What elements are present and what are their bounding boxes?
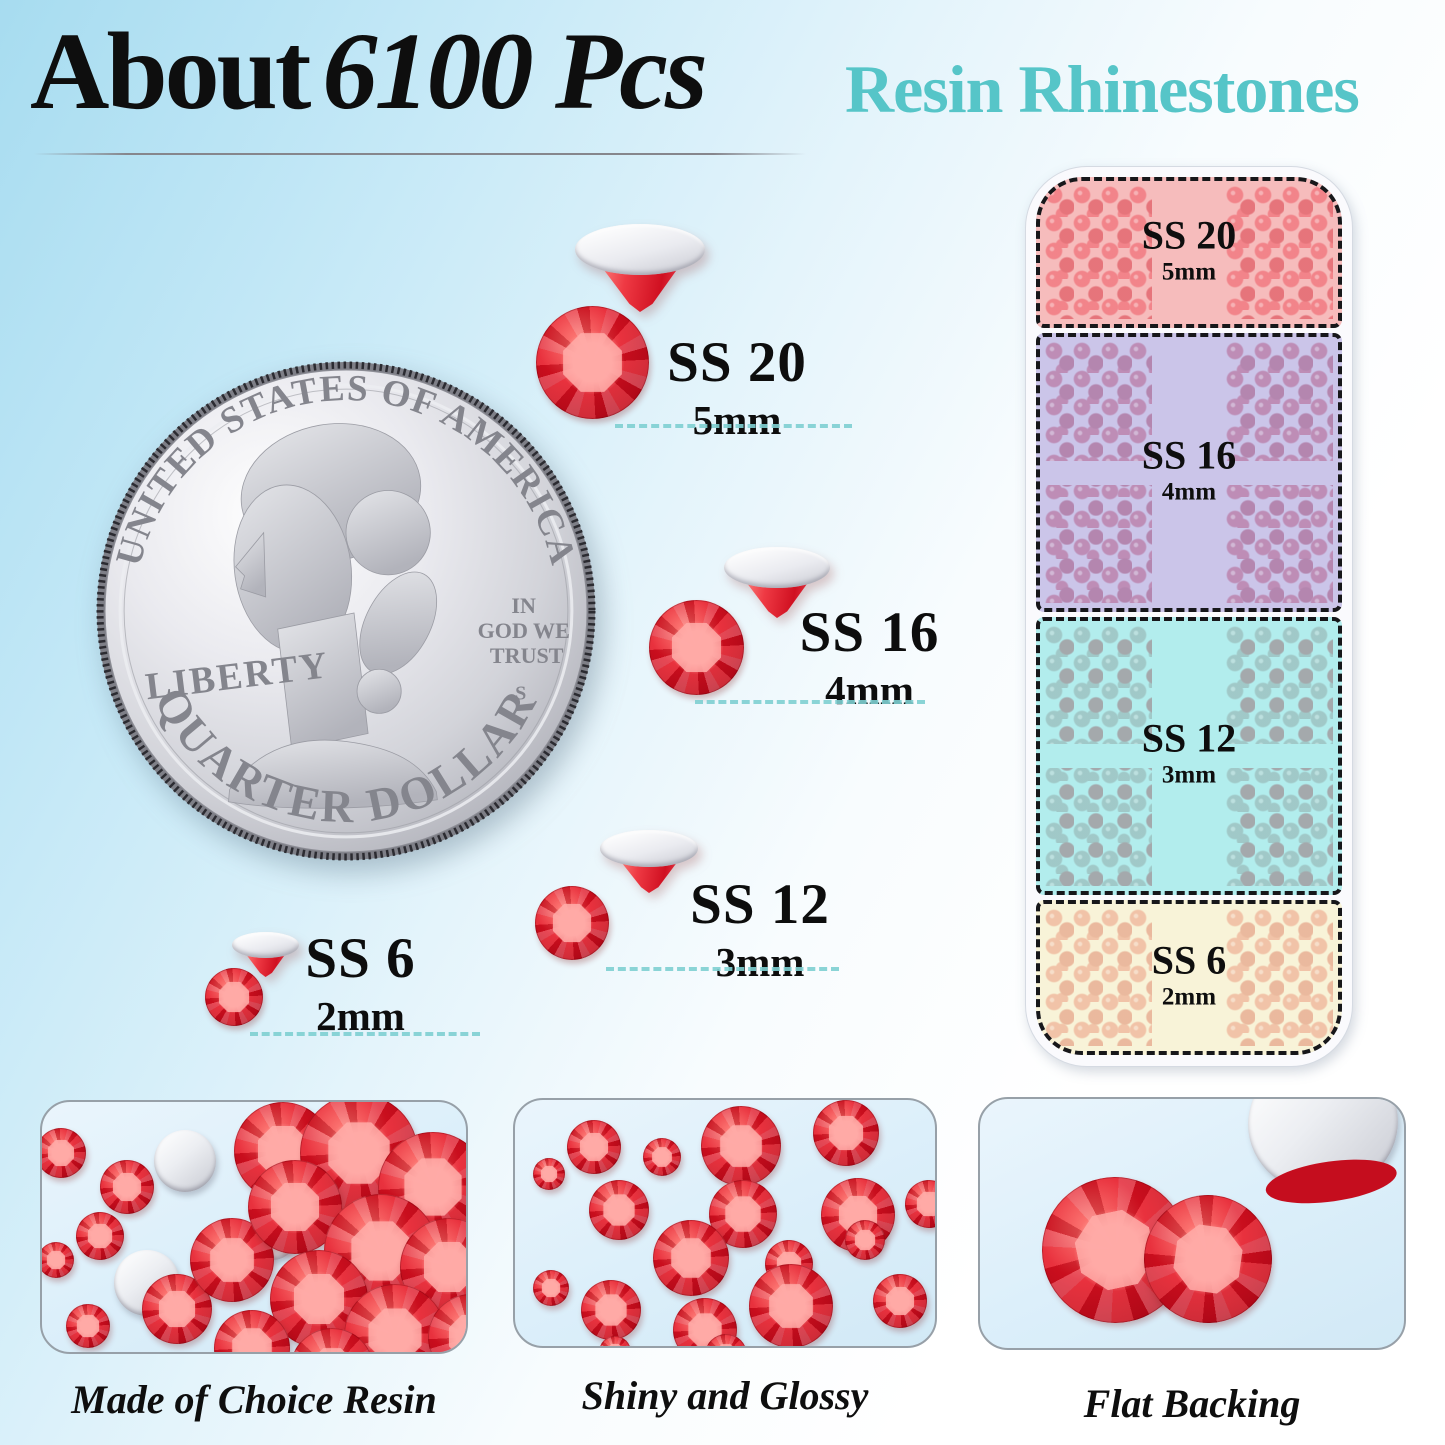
case-size-label: SS 20 5mm bbox=[1040, 215, 1338, 284]
size-label-ss6: SS 6 2mm bbox=[248, 930, 473, 1037]
case-section-ss12: SS 12 3mm bbox=[1036, 617, 1342, 895]
case-size-mm: 2mm bbox=[1161, 983, 1217, 1011]
size-label-ss12: SS 12 3mm bbox=[640, 876, 880, 983]
case-size-mm: 5mm bbox=[1161, 258, 1217, 286]
rhinestone-gem bbox=[813, 1100, 879, 1166]
coin-inner-ring-shadow bbox=[123, 388, 569, 834]
case-size-name: SS 6 bbox=[1151, 937, 1227, 983]
rhinestone-gem bbox=[66, 1304, 110, 1348]
case-size-mm: 4mm bbox=[1161, 478, 1217, 506]
rhinestone-gem bbox=[42, 1242, 74, 1278]
size-mm-label: 4mm bbox=[825, 667, 914, 713]
title-count: 6100 Pcs bbox=[322, 10, 707, 132]
rhinestone-gem bbox=[749, 1264, 833, 1346]
size-name-label: SS 20 bbox=[667, 331, 807, 394]
rhinestone-flat-top bbox=[575, 224, 705, 276]
case-size-name: SS 20 bbox=[1141, 212, 1237, 258]
coin-motto-line-2: GOD WE bbox=[478, 618, 570, 643]
rhinestone-gem bbox=[873, 1274, 927, 1328]
rhinestone-gem bbox=[42, 1128, 86, 1178]
dashed-underline bbox=[615, 424, 852, 428]
case-compartment-gap bbox=[1045, 460, 1333, 485]
rhinestone-top-view bbox=[536, 306, 649, 419]
feature-caption-glossy: Shiny and Glossy bbox=[581, 1373, 869, 1418]
rhinestone-gem bbox=[533, 1270, 569, 1306]
rhinestone-gem bbox=[705, 1334, 747, 1346]
feature-caption-flatback: Flat Backing bbox=[1083, 1381, 1301, 1426]
rhinestone-gem bbox=[905, 1180, 935, 1228]
rhinestone-gem bbox=[643, 1138, 681, 1176]
rhinestone-gem bbox=[581, 1280, 641, 1340]
coin-inner-ring bbox=[118, 383, 574, 839]
product-subtitle: Resin Rhinestones bbox=[845, 51, 1360, 127]
page-title: About 6100 Pcs bbox=[30, 13, 708, 130]
rhinestone-flat-top bbox=[600, 830, 698, 867]
rhinestone-gem bbox=[533, 1158, 565, 1190]
case-stones-right bbox=[1226, 186, 1333, 319]
dashed-underline bbox=[606, 967, 839, 971]
size-mm-label: 3mm bbox=[715, 939, 805, 985]
feature-photo-flatback bbox=[978, 1097, 1406, 1350]
case-section-ss16: SS 16 4mm bbox=[1036, 333, 1342, 612]
case-section-ss6: SS 6 2mm bbox=[1036, 900, 1342, 1055]
rhinestone-flat-top bbox=[232, 932, 299, 959]
case-size-name: SS 12 bbox=[1141, 715, 1237, 761]
rhinestone-gem bbox=[653, 1220, 729, 1296]
case-stones-right bbox=[1226, 909, 1333, 1046]
rhinestone-side-view bbox=[724, 547, 830, 618]
feature-photo-glossy bbox=[513, 1098, 937, 1348]
rhinestone-gem bbox=[567, 1120, 621, 1174]
rhinestone-top-view bbox=[649, 600, 744, 695]
rhinestone-flat-top bbox=[724, 547, 830, 589]
dashed-underline bbox=[695, 700, 925, 704]
size-mm-label: 5mm bbox=[692, 397, 782, 443]
coin-motto-line-1: IN bbox=[511, 593, 536, 618]
rhinestone-gem bbox=[701, 1106, 781, 1186]
dashed-underline bbox=[250, 1032, 480, 1036]
title-text: About bbox=[30, 10, 311, 132]
rhinestone-side-view bbox=[575, 224, 705, 312]
case-size-label: SS 16 4mm bbox=[1040, 432, 1338, 506]
case-section-ss20: SS 20 5mm bbox=[1036, 177, 1342, 328]
coin-reeding bbox=[96, 361, 596, 861]
washington-bust bbox=[228, 423, 438, 809]
rhinestone-flat-back bbox=[1238, 1099, 1404, 1203]
rhinestone-side-view bbox=[232, 932, 299, 977]
size-name-label: SS 16 bbox=[799, 601, 940, 664]
coin-motto-line-3: TRUST bbox=[490, 643, 564, 668]
feature-photo-resin bbox=[40, 1100, 468, 1354]
rhinestone-gem bbox=[100, 1160, 154, 1214]
feature-caption-resin: Made of Choice Resin bbox=[71, 1377, 437, 1422]
coin-mint-mark: S bbox=[515, 682, 526, 704]
quarter-coin-image: UNITED STATES OF AMERICA QUARTER DOLLAR … bbox=[96, 361, 596, 861]
rhinestone-top-view bbox=[535, 886, 609, 960]
rhinestone-gem bbox=[76, 1212, 124, 1260]
case-compartment-gap bbox=[1045, 744, 1333, 768]
size-name-label: SS 12 bbox=[690, 873, 830, 936]
case-stones-left bbox=[1045, 186, 1152, 319]
rhinestone-flat-back bbox=[154, 1130, 216, 1192]
size-name-label: SS 6 bbox=[305, 927, 416, 990]
size-mm-label: 2mm bbox=[316, 993, 405, 1039]
rhinestone-top-view bbox=[205, 968, 263, 1026]
rhinestone-side-view bbox=[600, 830, 698, 893]
case-size-label: SS 12 3mm bbox=[1040, 715, 1338, 789]
title-underline bbox=[34, 153, 806, 155]
size-label-ss16: SS 16 4mm bbox=[752, 604, 987, 711]
case-stones-left bbox=[1045, 909, 1152, 1046]
rhinestone-gem bbox=[845, 1220, 885, 1260]
rhinestone-gem bbox=[599, 1336, 631, 1346]
case-size-name: SS 16 bbox=[1141, 432, 1237, 478]
case-size-mm: 3mm bbox=[1161, 761, 1217, 789]
storage-case: SS 20 5mm SS 16 4mm SS 12 3mm bbox=[1025, 166, 1353, 1067]
rhinestone-gem bbox=[589, 1180, 649, 1240]
size-label-ss20: SS 20 5mm bbox=[617, 334, 857, 441]
case-size-label: SS 6 2mm bbox=[1040, 937, 1338, 1011]
